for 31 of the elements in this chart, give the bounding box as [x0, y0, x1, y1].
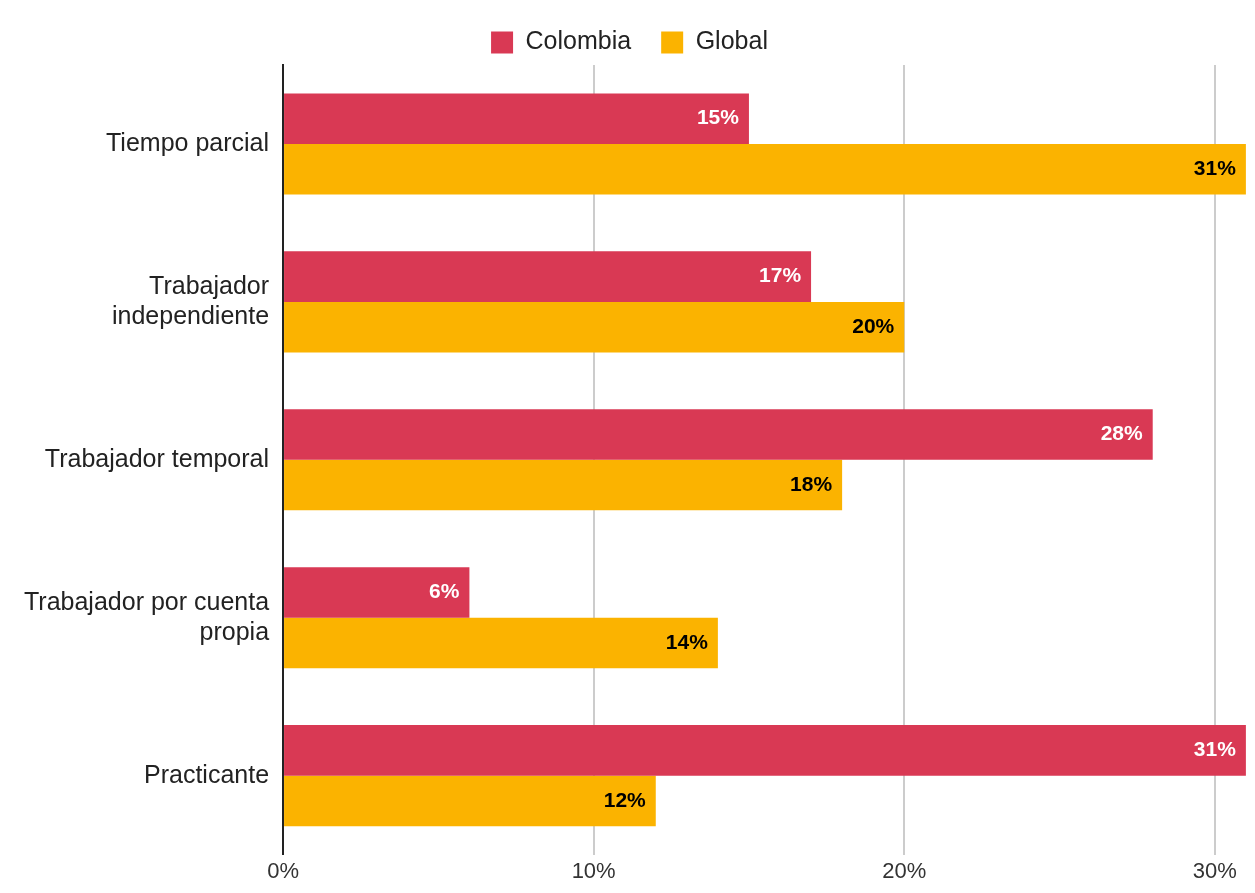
x-tick-label: 10% — [571, 857, 616, 883]
bar — [284, 567, 470, 618]
bar — [284, 301, 905, 353]
data-label: 31% — [1193, 737, 1237, 761]
bar — [284, 251, 812, 302]
bar — [284, 93, 749, 144]
bar — [284, 459, 843, 511]
data-label: 12% — [603, 787, 647, 811]
data-label: 6% — [429, 579, 460, 603]
y-tick-label: Trabajador independiente — [111, 270, 270, 329]
y-tick-label: Trabajador por cuenta propia — [23, 586, 270, 645]
y-tick-label: Tiempo parcial — [106, 127, 270, 156]
bar — [284, 143, 1246, 195]
data-label: 28% — [1100, 421, 1144, 445]
data-label: 18% — [790, 471, 833, 495]
bar — [284, 775, 656, 827]
y-tick-label: Practicante — [143, 759, 270, 788]
x-tick-label: 30% — [1192, 857, 1237, 883]
y-tick-label: Trabajador temporal — [44, 443, 270, 472]
data-label: 31% — [1193, 156, 1237, 180]
bar — [284, 617, 718, 669]
data-label: 14% — [665, 629, 709, 653]
bar — [284, 725, 1246, 776]
x-tick-label: 20% — [882, 857, 927, 883]
data-label: 17% — [759, 263, 802, 287]
legend-label: Global — [695, 26, 768, 55]
legend-label: Colombia — [525, 26, 632, 55]
x-tick-label: 0% — [267, 857, 299, 883]
data-label: 15% — [696, 105, 740, 129]
bar — [284, 409, 1153, 460]
data-label: 20% — [852, 313, 895, 337]
